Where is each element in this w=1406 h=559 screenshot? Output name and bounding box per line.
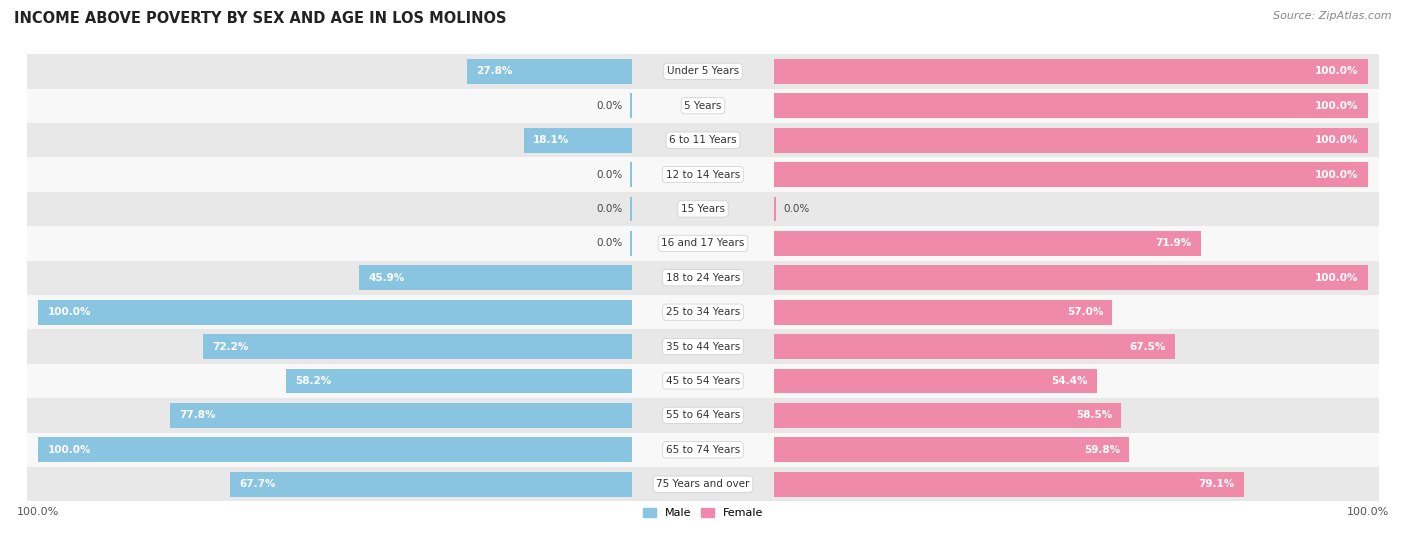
Bar (27, 88, 1379, 123)
Text: 18 to 24 Years: 18 to 24 Years (666, 273, 740, 283)
Bar (775, 368, 1097, 394)
Bar (38, 437, 631, 462)
Bar (204, 334, 631, 359)
Text: 100.0%: 100.0% (48, 445, 91, 455)
Bar (630, 93, 631, 118)
Text: 0.0%: 0.0% (596, 204, 623, 214)
Bar (775, 231, 1201, 255)
Bar (775, 162, 1368, 187)
Bar (27, 157, 1379, 192)
Text: 71.9%: 71.9% (1156, 238, 1192, 248)
Text: 45.9%: 45.9% (368, 273, 405, 283)
Text: 57.0%: 57.0% (1067, 307, 1104, 317)
Bar (775, 93, 1368, 118)
Bar (27, 54, 1379, 88)
Text: 27.8%: 27.8% (475, 67, 512, 77)
Text: 0.0%: 0.0% (596, 169, 623, 179)
Bar (27, 295, 1379, 329)
Text: Under 5 Years: Under 5 Years (666, 67, 740, 77)
Text: 67.5%: 67.5% (1129, 342, 1166, 352)
Bar (775, 437, 1129, 462)
Bar (27, 260, 1379, 295)
Bar (630, 162, 631, 187)
Text: 100.0%: 100.0% (1315, 101, 1358, 111)
Text: 100.0%: 100.0% (48, 307, 91, 317)
Text: 55 to 64 Years: 55 to 64 Years (666, 410, 740, 420)
Text: 100.0%: 100.0% (1315, 169, 1358, 179)
Bar (27, 226, 1379, 260)
Text: 45 to 54 Years: 45 to 54 Years (666, 376, 740, 386)
Bar (775, 300, 1112, 325)
Text: 35 to 44 Years: 35 to 44 Years (666, 342, 740, 352)
Text: Source: ZipAtlas.com: Source: ZipAtlas.com (1274, 11, 1392, 21)
Text: INCOME ABOVE POVERTY BY SEX AND AGE IN LOS MOLINOS: INCOME ABOVE POVERTY BY SEX AND AGE IN L… (14, 11, 506, 26)
Text: 58.5%: 58.5% (1076, 410, 1112, 420)
Text: 59.8%: 59.8% (1084, 445, 1121, 455)
Bar (27, 398, 1379, 433)
Bar (775, 197, 776, 221)
Bar (27, 123, 1379, 157)
Bar (231, 472, 631, 496)
Bar (27, 364, 1379, 398)
Text: 79.1%: 79.1% (1198, 479, 1234, 489)
Text: 54.4%: 54.4% (1052, 376, 1088, 386)
Text: 58.2%: 58.2% (295, 376, 332, 386)
Text: 18.1%: 18.1% (533, 135, 569, 145)
Bar (775, 403, 1122, 428)
Legend: Male, Female: Male, Female (638, 503, 768, 523)
Bar (287, 368, 631, 394)
Bar (38, 300, 631, 325)
Bar (27, 467, 1379, 501)
Bar (775, 266, 1368, 290)
Bar (775, 472, 1243, 496)
Text: 0.0%: 0.0% (596, 101, 623, 111)
Text: 16 and 17 Years: 16 and 17 Years (661, 238, 745, 248)
Text: 6 to 11 Years: 6 to 11 Years (669, 135, 737, 145)
Bar (630, 197, 631, 221)
Text: 77.8%: 77.8% (179, 410, 215, 420)
Bar (524, 128, 631, 153)
Text: 65 to 74 Years: 65 to 74 Years (666, 445, 740, 455)
Text: 100.0%: 100.0% (1315, 67, 1358, 77)
Text: 12 to 14 Years: 12 to 14 Years (666, 169, 740, 179)
Bar (775, 59, 1368, 84)
Text: 0.0%: 0.0% (596, 238, 623, 248)
Text: 100.0%: 100.0% (1315, 135, 1358, 145)
Bar (775, 334, 1175, 359)
Text: 15 Years: 15 Years (681, 204, 725, 214)
Bar (27, 433, 1379, 467)
Bar (27, 329, 1379, 364)
Text: 100.0%: 100.0% (1315, 273, 1358, 283)
Text: 75 Years and over: 75 Years and over (657, 479, 749, 489)
Bar (360, 266, 631, 290)
Bar (27, 192, 1379, 226)
Text: 5 Years: 5 Years (685, 101, 721, 111)
Bar (630, 231, 631, 255)
Text: 67.7%: 67.7% (239, 479, 276, 489)
Bar (170, 403, 631, 428)
Text: 72.2%: 72.2% (212, 342, 249, 352)
Text: 25 to 34 Years: 25 to 34 Years (666, 307, 740, 317)
Bar (467, 59, 631, 84)
Text: 0.0%: 0.0% (783, 204, 810, 214)
Bar (775, 128, 1368, 153)
